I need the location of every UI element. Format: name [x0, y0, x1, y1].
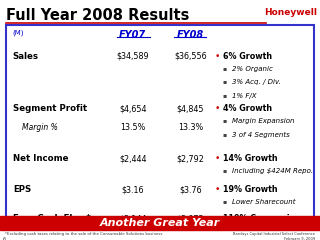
Text: $3,144: $3,144	[119, 214, 147, 223]
Text: 6: 6	[3, 237, 6, 240]
Text: 1% F/X: 1% F/X	[232, 93, 257, 99]
Text: Segment Profit: Segment Profit	[13, 104, 87, 114]
Text: ▪: ▪	[222, 168, 227, 173]
Text: ▪: ▪	[222, 66, 227, 71]
Text: •: •	[214, 214, 220, 223]
Text: 110% Conversion: 110% Conversion	[223, 214, 301, 223]
Text: ▪: ▪	[222, 132, 227, 137]
Text: $3,073: $3,073	[177, 214, 204, 223]
Bar	[0, 216, 320, 230]
Text: Free Cash Flow*: Free Cash Flow*	[13, 214, 91, 223]
Text: Honeywell: Honeywell	[264, 8, 317, 18]
Text: 13.5%: 13.5%	[120, 123, 146, 132]
Text: ▪: ▪	[222, 79, 227, 84]
Text: $4,654: $4,654	[119, 104, 147, 114]
Text: $36,556: $36,556	[174, 52, 207, 60]
Text: •: •	[214, 154, 220, 163]
Text: 19% Growth: 19% Growth	[223, 185, 278, 194]
Text: $4,845: $4,845	[177, 104, 204, 114]
Text: •: •	[214, 52, 220, 60]
Text: $3.16: $3.16	[122, 185, 144, 194]
Text: (M): (M)	[13, 30, 24, 36]
Text: ▪: ▪	[222, 118, 227, 123]
Text: Another Great Year: Another Great Year	[100, 218, 220, 228]
Text: 4% Growth: 4% Growth	[223, 104, 273, 114]
Text: $2,792: $2,792	[176, 154, 204, 163]
Text: 2% Organic: 2% Organic	[232, 66, 273, 72]
Text: Margin %: Margin %	[22, 123, 58, 132]
Text: Including $424M Repo.: Including $424M Repo.	[232, 168, 313, 174]
Text: •: •	[214, 104, 220, 114]
Text: $3.76: $3.76	[179, 185, 202, 194]
Text: FY08: FY08	[177, 30, 204, 40]
Text: $2,444: $2,444	[119, 154, 147, 163]
FancyBboxPatch shape	[6, 25, 314, 224]
Text: Margin Expansion: Margin Expansion	[232, 118, 294, 124]
Text: •: •	[214, 185, 220, 194]
Text: 13.3%: 13.3%	[178, 123, 203, 132]
Text: ▪: ▪	[222, 93, 227, 98]
Text: 3% Acq. / Div.: 3% Acq. / Div.	[232, 79, 281, 85]
Text: EPS: EPS	[13, 185, 31, 194]
Text: Sales: Sales	[13, 52, 39, 60]
Text: 6% Growth: 6% Growth	[223, 52, 273, 60]
Text: ▪: ▪	[222, 199, 227, 204]
Text: Full Year 2008 Results: Full Year 2008 Results	[6, 8, 190, 24]
Text: 14% Growth: 14% Growth	[223, 154, 278, 163]
Text: FY07: FY07	[119, 30, 146, 40]
Text: *Excluding cash taxes relating to the sale of the Consumable Solutions business: *Excluding cash taxes relating to the sa…	[5, 232, 162, 236]
Text: Net Income: Net Income	[13, 154, 68, 163]
Text: Lower Sharecount: Lower Sharecount	[232, 199, 295, 205]
Text: $34,589: $34,589	[116, 52, 149, 60]
Text: 3 of 4 Segments: 3 of 4 Segments	[232, 132, 290, 138]
Text: Barclays Capital Industrial Select Conference
February 9, 2009: Barclays Capital Industrial Select Confe…	[233, 232, 315, 240]
